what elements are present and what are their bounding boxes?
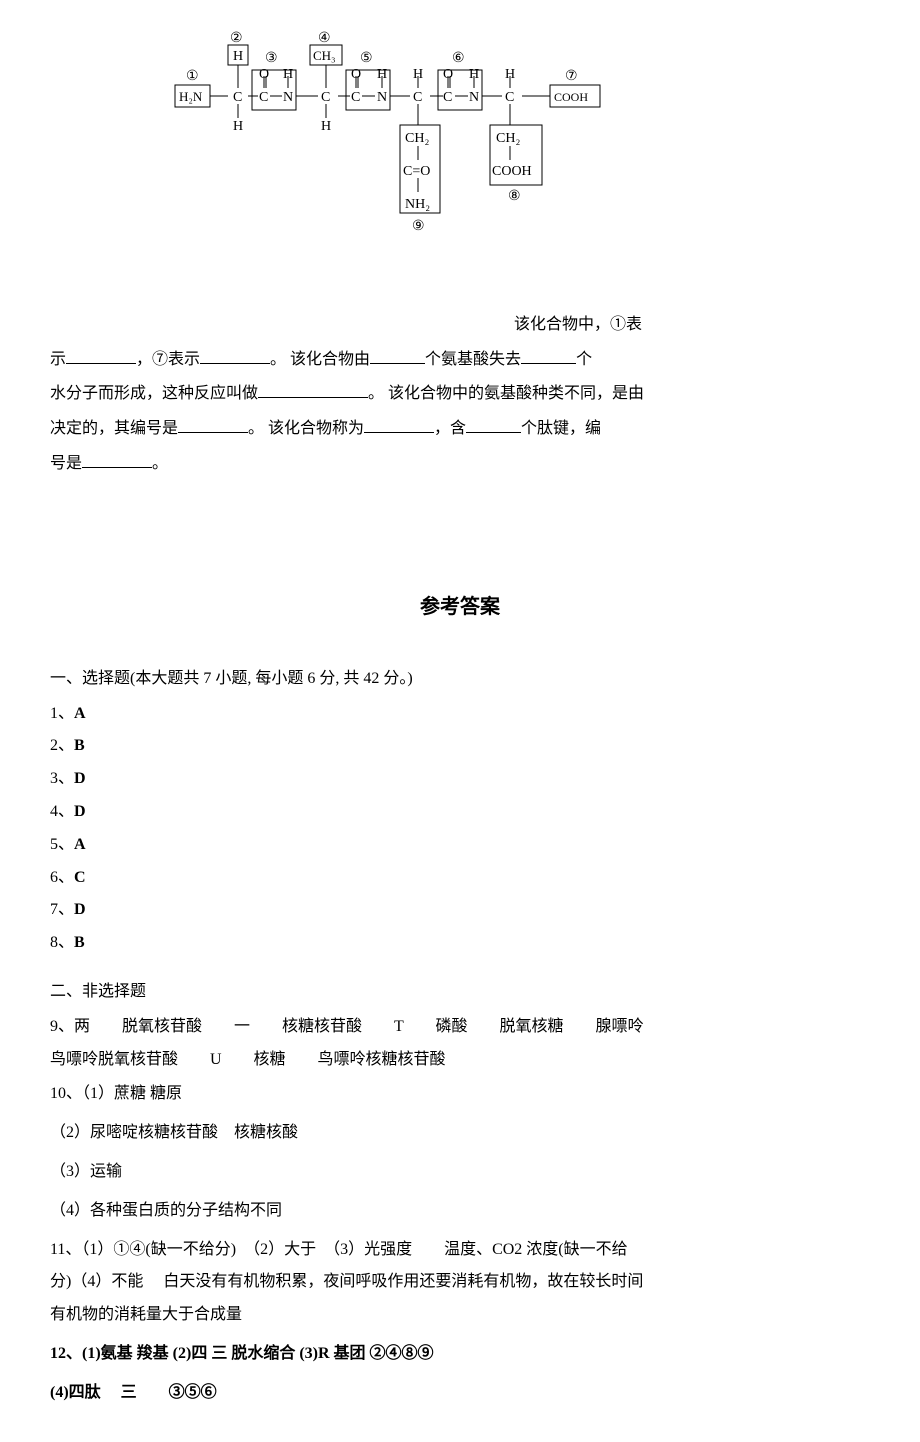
answer-10-line4: （4）各种蛋白质的分子结构不同 xyxy=(50,1197,870,1226)
question-line-2: 水分子而形成，这种反应叫做。 该化合物中的氨基酸种类不同，是由 xyxy=(50,380,870,409)
section-2-head: 二、非选择题 xyxy=(50,978,870,1007)
svg-text:C=O: C=O xyxy=(403,164,430,179)
blank-9 xyxy=(82,452,152,468)
blank-1 xyxy=(66,348,136,364)
svg-text:O: O xyxy=(443,67,453,82)
mc-answer-4: 4、D xyxy=(50,798,870,827)
svg-text:⑦: ⑦ xyxy=(565,69,578,84)
svg-text:N: N xyxy=(469,90,479,105)
svg-text:C: C xyxy=(351,90,360,105)
q-lead: 该化合物中，①表 xyxy=(514,316,642,333)
svg-text:H: H xyxy=(505,67,515,82)
svg-text:N: N xyxy=(377,90,387,105)
svg-text:H: H xyxy=(377,67,387,82)
answer-12-line1: 12、(1)氨基 羧基 (2)四 三 脱水缩合 (3)R 基团 ②④⑧⑨ xyxy=(50,1340,870,1369)
question-line-3: 决定的，其编号是。 该化合物称为，含个肽键，编 xyxy=(50,415,870,444)
svg-text:⑧: ⑧ xyxy=(508,189,521,204)
blank-5 xyxy=(258,382,368,398)
svg-text:③: ③ xyxy=(265,51,278,66)
mc-answer-8: 8、B xyxy=(50,929,870,958)
section-1-head: 一、选择题(本大题共 7 小题, 每小题 6 分, 共 42 分。) xyxy=(50,665,870,694)
blank-6 xyxy=(178,417,248,433)
answer-11-line2: 分)（4）不能 白天没有有机物积累，夜间呼吸作用还要消耗有机物，故在较长时间 xyxy=(50,1268,870,1297)
answer-9-line1: 9、两 脱氧核苷酸 一 核糖核苷酸 T 磷酸 脱氧核糖 腺嘌呤 xyxy=(50,1013,870,1042)
answer-10-line3: （3）运输 xyxy=(50,1158,870,1187)
answer-11-line3: 有机物的消耗量大于合成量 xyxy=(50,1301,870,1330)
svg-text:H: H xyxy=(283,67,293,82)
svg-text:⑥: ⑥ xyxy=(452,51,465,66)
svg-text:⑨: ⑨ xyxy=(412,219,425,234)
svg-text:CH₃: CH₃ xyxy=(313,48,336,63)
svg-text:②: ② xyxy=(230,31,243,46)
svg-text:H: H xyxy=(469,67,479,82)
svg-text:H₂N: H₂N xyxy=(179,89,203,104)
answer-12-line2: (4)四肽 三 ③⑤⑥ xyxy=(50,1379,870,1408)
svg-text:O: O xyxy=(259,67,269,82)
svg-text:H: H xyxy=(413,67,423,82)
svg-text:NH₂: NH₂ xyxy=(405,197,430,212)
svg-text:CH₂: CH₂ xyxy=(496,131,520,146)
mc-answer-1: 1、A xyxy=(50,700,870,729)
mc-answer-2: 2、B xyxy=(50,732,870,761)
blank-3 xyxy=(370,348,425,364)
svg-text:④: ④ xyxy=(318,31,331,46)
mc-answer-3: 3、D xyxy=(50,765,870,794)
svg-text:⑤: ⑤ xyxy=(360,51,373,66)
blank-8 xyxy=(466,417,521,433)
svg-text:C: C xyxy=(505,90,514,105)
question-line-1: 示，⑦表示。 该化合物由个氨基酸失去个 xyxy=(50,346,870,375)
svg-text:H: H xyxy=(233,49,243,64)
svg-text:COOH: COOH xyxy=(554,90,588,104)
svg-text:CH₂: CH₂ xyxy=(405,131,429,146)
svg-text:O: O xyxy=(351,67,361,82)
mc-answer-5: 5、A xyxy=(50,831,870,860)
svg-text:C: C xyxy=(321,90,330,105)
question-line-4: 号是。 xyxy=(50,450,870,479)
mc-answer-7: 7、D xyxy=(50,896,870,925)
answer-10-line2: （2）尿嘧啶核糖核苷酸 核糖核酸 xyxy=(50,1119,870,1148)
svg-text:C: C xyxy=(259,90,268,105)
answer-10-line1: 10、（1）蔗糖 糖原 xyxy=(50,1080,870,1109)
answer-11-line1: 11、（1）①④(缺一不给分) （2）大于 （3）光强度 温度、CO2 浓度(缺… xyxy=(50,1236,870,1265)
blank-4 xyxy=(521,348,576,364)
blank-7 xyxy=(364,417,434,433)
svg-text:C: C xyxy=(233,90,242,105)
svg-text:N: N xyxy=(283,90,293,105)
question-inline: 该化合物中，①表 xyxy=(50,311,870,340)
svg-text:H: H xyxy=(233,119,243,134)
svg-text:C: C xyxy=(443,90,452,105)
mc-answer-6: 6、C xyxy=(50,864,870,893)
svg-text:①: ① xyxy=(186,69,199,84)
svg-text:COOH: COOH xyxy=(492,164,532,179)
svg-text:C: C xyxy=(413,90,422,105)
blank-2 xyxy=(200,348,270,364)
svg-text:H: H xyxy=(321,119,331,134)
peptide-diagram: ① ② ③ ④ ⑤ ⑥ ⑦ ⑧ ⑨ H₂N COOH H CH₃ xyxy=(170,30,650,301)
answer-9-line2: 鸟嘌呤脱氧核苷酸 U 核糖 鸟嘌呤核糖核苷酸 xyxy=(50,1046,870,1075)
answer-title: 参考答案 xyxy=(50,589,870,625)
